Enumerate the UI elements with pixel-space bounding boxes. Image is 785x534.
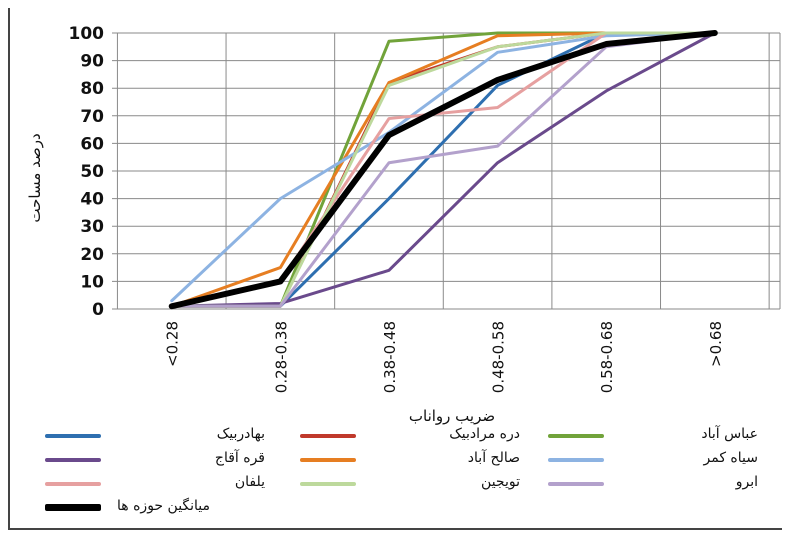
legend-swatch: [300, 482, 356, 486]
legend-label: دره مرادبیک: [449, 426, 520, 442]
chart-frame: [8, 8, 782, 530]
y-tick-label: 0: [92, 300, 104, 320]
series-line: [170, 31, 717, 303]
x-axis-ticks: <0.28 0.28-0.38 0.38-0.48 0.48-0.58 0.58-0.6…: [164, 321, 725, 393]
legend-item: قره آقاج: [45, 450, 285, 470]
x-tick-label: 0.28-0.38: [272, 321, 290, 393]
y-tick-label: 30: [80, 217, 104, 237]
legend-item: صالح آباد: [300, 450, 540, 470]
legend-label: عباس آباد: [701, 426, 758, 442]
series-layer: [168, 30, 718, 310]
legend-label: تویجین: [481, 474, 520, 490]
y-tick-label: 20: [80, 245, 104, 265]
legend-label: ابرو: [735, 474, 758, 490]
y-axis-ticks: 0 10 20 30 40 50 60 70 80 90 100: [69, 24, 105, 320]
y-tick-label: 60: [80, 134, 104, 154]
x-tick-label: <0.28: [164, 321, 182, 367]
legend-swatch: [45, 504, 101, 511]
x-tick-label: >0.68: [707, 321, 725, 367]
legend-label: صالح آباد: [467, 450, 520, 466]
legend-label: قره آقاج: [214, 450, 265, 466]
legend-swatch: [300, 458, 356, 462]
legend-item: ابرو: [548, 474, 768, 494]
y-tick-label: 70: [80, 107, 104, 127]
legend-swatch: [548, 458, 604, 462]
y-tick-label: 50: [80, 162, 104, 182]
legend-label: سیاه کمر: [703, 450, 759, 466]
x-axis-title: ضریب رواناب: [409, 407, 495, 425]
legend-item: سیاه کمر: [548, 450, 768, 470]
y-tick-label: 80: [80, 79, 104, 99]
legend-swatch: [45, 434, 101, 438]
legend-swatch: [45, 482, 101, 486]
legend-swatch: [548, 482, 604, 486]
x-tick-label: 0.38-0.48: [381, 321, 399, 393]
legend-item: میانگین حوزه ها: [45, 498, 285, 518]
series-line: [170, 31, 717, 308]
y-tick-label: 10: [80, 272, 104, 292]
x-tick-label: 0.58-0.68: [598, 321, 616, 393]
legend-label: میانگین حوزه ها: [117, 498, 211, 514]
legend-item: تویجین: [300, 474, 540, 494]
y-tick-label: 90: [80, 52, 104, 72]
legend-label: یلفان: [234, 474, 265, 490]
legend-item: عباس آباد: [548, 426, 768, 446]
legend-label: بهادربیک: [216, 426, 265, 442]
legend-swatch: [300, 434, 356, 438]
x-tick-label: 0.48-0.58: [490, 321, 508, 393]
legend-swatch: [45, 458, 101, 462]
series-line: [168, 30, 718, 310]
legend-item: دره مرادبیک: [300, 426, 540, 446]
y-tick-label: 100: [69, 24, 105, 44]
legend-item: یلفان: [45, 474, 285, 494]
y-tick-label: 40: [80, 190, 104, 210]
legend-item: بهادربیک: [45, 426, 285, 446]
legend-swatch: [548, 434, 604, 438]
grid-layer: [112, 32, 781, 310]
y-axis-title: درصد مساحت: [26, 133, 44, 222]
